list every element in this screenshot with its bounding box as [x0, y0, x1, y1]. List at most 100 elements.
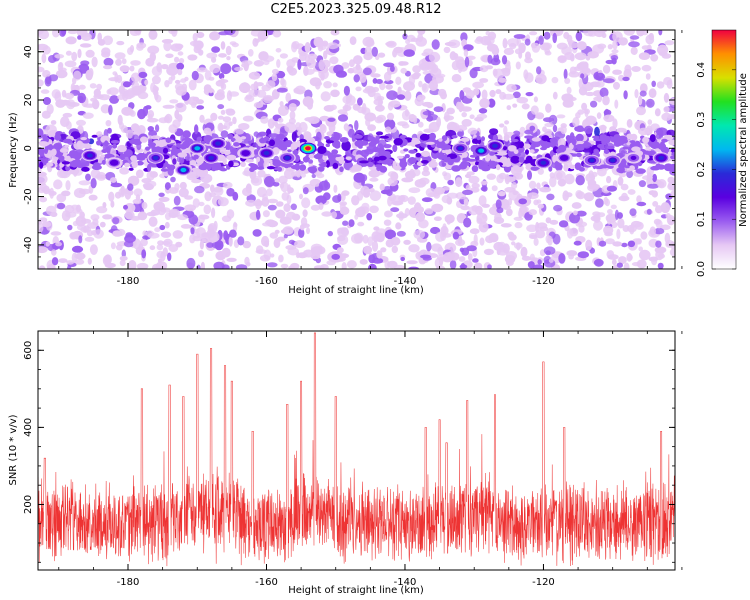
spectrogram-cell	[546, 193, 555, 201]
spectrogram-cell	[220, 109, 226, 115]
spectrogram-cell	[127, 175, 140, 186]
spectrogram-cell	[221, 264, 230, 269]
spectrogram-cell	[446, 156, 451, 162]
spectrogram-cell	[488, 233, 497, 243]
spectrogram-cell	[575, 152, 582, 158]
spectrogram-cell	[603, 114, 615, 123]
spectrogram-cell	[616, 127, 626, 133]
spectrogram-cell	[390, 236, 401, 246]
spectrogram-cell	[557, 178, 567, 187]
spectrogram-cell	[174, 79, 181, 84]
spectrogram-cell	[451, 165, 461, 172]
spectrogram-cell	[310, 252, 321, 260]
spectrogram-cell	[128, 260, 137, 269]
spectrogram-cell	[396, 213, 408, 219]
spectrogram-hotspot	[519, 199, 526, 204]
spectrogram-cell	[279, 144, 288, 151]
spectrogram-cell	[198, 214, 210, 220]
spectrogram-cell	[386, 90, 398, 101]
spectrogram-cell	[150, 82, 156, 93]
spectrogram-cell	[630, 224, 636, 229]
spectrogram-cell	[577, 41, 587, 51]
spectrogram-cell	[606, 250, 615, 259]
spectrogram-cell	[81, 166, 90, 172]
spectrogram-cell	[497, 241, 507, 253]
spectrogram-cell	[87, 222, 99, 229]
spectrogram-cell	[311, 247, 323, 254]
spectrogram-cell	[575, 175, 585, 186]
spectrogram-cell	[327, 117, 336, 122]
spectrogram-cell	[557, 55, 567, 64]
spectrogram-cell	[623, 90, 628, 100]
spectrogram-cell	[309, 77, 322, 87]
spectrogram-cell	[651, 190, 658, 198]
spectrogram-cell	[365, 39, 375, 47]
spectrogram-cell	[137, 91, 149, 100]
spectrogram-cell	[188, 79, 197, 91]
spectrogram-cell	[603, 196, 609, 205]
spectrogram-cell	[320, 91, 331, 102]
spectrogram-cell	[423, 165, 429, 173]
spectrogram-cell	[476, 217, 483, 224]
spectrogram-cell	[623, 30, 635, 36]
spectrogram-cell	[70, 160, 79, 168]
spectrogram-cell	[513, 172, 524, 180]
spectrogram-cell	[536, 222, 548, 229]
spectrogram-cell	[593, 96, 602, 101]
spectrogram-cell	[520, 246, 528, 258]
spectrogram-cell	[385, 84, 393, 90]
spectrogram-cell	[612, 69, 622, 75]
spectrogram-cell	[348, 59, 355, 68]
spectrogram-cell	[216, 89, 225, 97]
spectrogram-cell	[313, 265, 325, 269]
spectrogram-hotspot	[305, 146, 311, 151]
spectrogram-cell	[194, 185, 205, 194]
spectrogram-cell	[160, 251, 166, 262]
spectrogram-cell	[513, 216, 524, 221]
spectrogram-cell	[543, 31, 551, 40]
spectrogram-cell	[232, 221, 238, 232]
spectrogram-cell	[54, 144, 63, 150]
spectrogram-cell	[174, 183, 180, 191]
spectrogram-cell	[195, 44, 202, 51]
spectrogram-cell	[456, 101, 462, 110]
spectrogram-cell	[655, 240, 662, 248]
spectrogram-cell	[444, 41, 457, 47]
spectrogram-cell	[624, 64, 632, 73]
spectrogram-cell	[375, 104, 385, 112]
spectrogram-cell	[507, 145, 517, 152]
spectrogram-cell	[548, 166, 553, 172]
spectrogram-cell	[421, 160, 429, 164]
spectrogram-cell	[437, 152, 445, 160]
spectrogram-hotspot	[492, 143, 498, 148]
spectrogram-cell	[262, 210, 270, 218]
spectrogram-cell	[663, 106, 670, 113]
spectrogram-cell	[266, 262, 278, 268]
spectrogram-cell	[611, 259, 617, 266]
spectrogram-cell	[54, 133, 62, 141]
spectrogram-cell	[160, 168, 169, 172]
spectrogram-cell	[585, 115, 597, 125]
spectrogram-cell	[141, 201, 148, 210]
spectrogram-cell	[595, 198, 604, 208]
spectrogram-cell	[575, 144, 585, 148]
spectrogram-cell	[473, 234, 478, 245]
spectrogram-cell	[478, 221, 489, 233]
spectrogram-cell	[257, 30, 269, 41]
spectrogram-cell	[513, 34, 526, 39]
spectrogram-cell	[308, 159, 314, 164]
spectrogram-cell	[135, 194, 141, 201]
spectrogram-cell	[319, 115, 330, 122]
spectrogram-x-tick-label: -120	[532, 276, 555, 287]
spectrogram-cell	[667, 176, 675, 184]
spectrogram-cell	[485, 155, 491, 162]
spectrogram-cell	[177, 152, 188, 158]
spectrogram-cell	[657, 164, 665, 170]
spectrogram-cell	[65, 180, 71, 191]
spectrogram-cell	[129, 45, 135, 53]
spectrogram-cell	[361, 103, 367, 114]
spectrogram-cell	[145, 230, 155, 237]
spectrogram-cell	[40, 89, 50, 94]
spectrogram-cell	[330, 104, 337, 111]
spectrogram-cell	[354, 164, 362, 172]
